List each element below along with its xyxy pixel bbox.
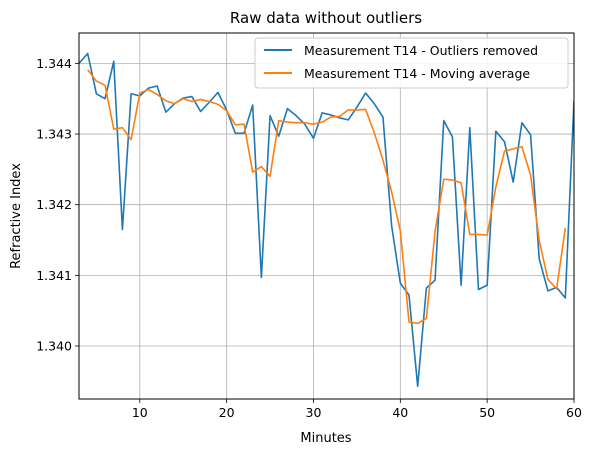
y-tick-label: 1.343 <box>36 127 72 142</box>
plot-frame <box>78 32 575 400</box>
ticks: 10 20 30 40 50 60 1.340 1.341 1.342 1.343 1.344 <box>36 56 582 420</box>
x-tick-label: 50 <box>479 405 495 420</box>
series-layer <box>79 52 574 388</box>
x-axis-title: Minutes <box>300 431 351 446</box>
x-tick-label: 40 <box>392 405 408 420</box>
legend: Measurement T14 - Outliers removed Measu… <box>254 37 569 89</box>
series-moving-average-line <box>87 69 567 325</box>
x-tick-label: 30 <box>306 405 322 420</box>
legend-box <box>254 37 569 89</box>
y-axis-title: Refractive Index <box>9 163 24 269</box>
legend-label-moving-average: Measurement T14 - Moving average <box>304 66 530 81</box>
y-tick-label: 1.342 <box>36 197 72 212</box>
x-tick-label: 10 <box>132 405 148 420</box>
chart-title: Raw data without outliers <box>230 9 422 27</box>
x-tick-label: 60 <box>566 405 582 420</box>
x-tick-label: 20 <box>219 405 235 420</box>
y-tick-label: 1.341 <box>36 268 72 283</box>
legend-label-outliers-removed: Measurement T14 - Outliers removed <box>304 43 538 58</box>
y-tick-label: 1.340 <box>36 339 72 354</box>
y-tick-label: 1.344 <box>36 56 72 71</box>
